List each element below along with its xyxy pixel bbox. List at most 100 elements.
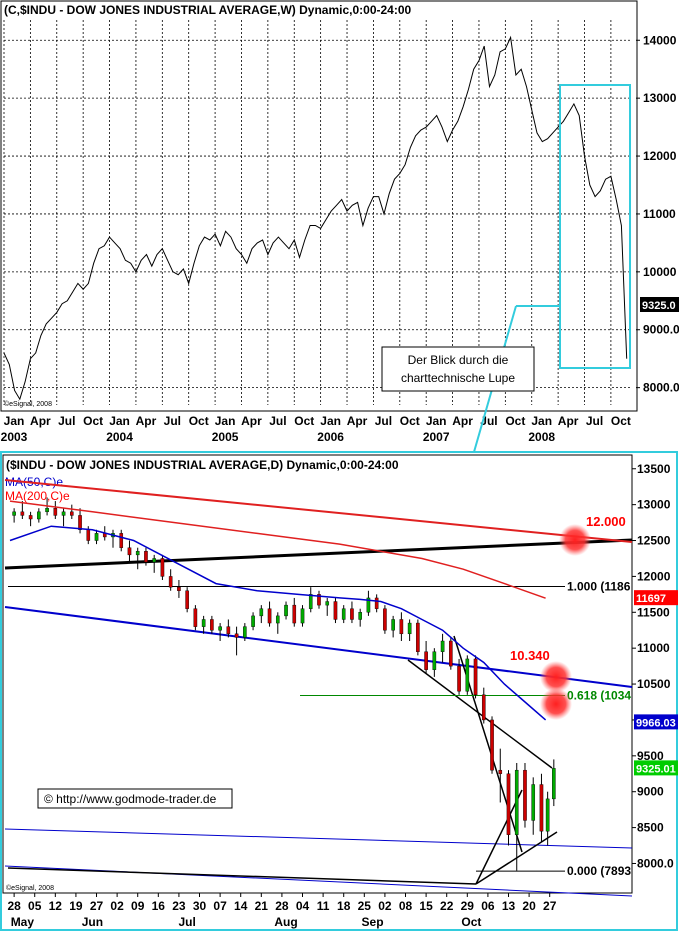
- weekly-month-label: Jul: [164, 414, 181, 428]
- daily-y-tick-label: 8500: [637, 821, 664, 835]
- candle-body: [440, 640, 445, 652]
- annotation-12000: 12.000: [586, 514, 626, 529]
- candle-body: [457, 665, 461, 692]
- daily-day-label: 27: [543, 899, 557, 913]
- daily-y-tick-label: 9000: [637, 785, 664, 799]
- candle-body: [473, 658, 478, 696]
- fib-level-label: 0.000 (7893: [567, 864, 631, 878]
- candle-body: [545, 798, 550, 832]
- weekly-last-value-label: 9325.0: [642, 300, 676, 312]
- daily-day-label: 14: [234, 899, 248, 913]
- candle-body: [218, 626, 222, 631]
- candle-body: [391, 619, 395, 631]
- weekly-month-label: Apr: [136, 414, 157, 428]
- candle-body: [61, 511, 66, 516]
- candle-body: [531, 784, 536, 821]
- candle-body: [523, 769, 527, 821]
- daily-x-axis: 28 05 12 19 27 02 09 16 23 30 07 14 21 28 04 11 18 25 02 08…: [7, 893, 557, 929]
- candle-body: [127, 547, 132, 556]
- candle-body: [45, 508, 49, 513]
- weekly-month-label: Jan: [320, 414, 341, 428]
- candle-body: [449, 640, 453, 667]
- weekly-year-label: 2003: [1, 430, 28, 444]
- daily-day-label: 25: [358, 899, 372, 913]
- callout-line-2: charttechnische Lupe: [401, 371, 515, 385]
- candle-body: [416, 622, 420, 652]
- price-tag-box: [634, 760, 678, 776]
- weekly-month-label: Jul: [269, 414, 286, 428]
- callout-box: [381, 346, 535, 392]
- price-tag-label: 9966.03: [636, 717, 676, 729]
- daily-chart: ($INDU - DOW JONES INDUSTRIAL AVERAGE,D)…: [0, 451, 678, 931]
- weekly-month-label: Jul: [375, 414, 392, 428]
- daily-y-tick-label: 9500: [637, 749, 664, 763]
- candle-body: [201, 619, 206, 627]
- weekly-month-label: Jul: [586, 414, 603, 428]
- candle-body: [193, 608, 198, 627]
- daily-outer-frame: [0, 451, 678, 931]
- candle-body: [78, 515, 82, 530]
- ma50-line: [9, 525, 547, 721]
- candle-body: [383, 608, 387, 631]
- weekly-month-label: Jan: [426, 414, 447, 428]
- fib-level-label: 1.000 (1186: [567, 579, 631, 593]
- candle-body: [284, 604, 288, 617]
- candle-body: [251, 615, 255, 627]
- weekly-month-label: Apr: [558, 414, 579, 428]
- weekly-month-label: Oct: [83, 414, 103, 428]
- target-marker-12000: [559, 524, 591, 556]
- weekly-chart: (C,$INDU - DOW JONES INDUSTRIAL AVERAGE,…: [0, 0, 679, 444]
- candle-body: [168, 576, 173, 588]
- weekly-y-tick-label: 12000: [643, 149, 677, 163]
- candle-body: [481, 694, 486, 721]
- weekly-month-label: Oct: [611, 414, 631, 428]
- weekly-watermark: ©eSignal, 2008: [4, 400, 52, 408]
- weekly-y-axis: 14000 13000 12000 11000 10000 9000.0 8000.0: [636, 33, 679, 395]
- weekly-month-label: Oct: [294, 414, 314, 428]
- candle-body: [490, 719, 494, 771]
- candle-body: [37, 511, 41, 520]
- weekly-year-label: 2008: [528, 430, 555, 444]
- weekly-last-value-tag: [640, 297, 679, 312]
- daily-y-tick-label: 10500: [637, 677, 671, 691]
- daily-y-axis: 1350013000125001200011500110001050010000…: [632, 462, 674, 870]
- callout-line-1: Der Blick durch die: [408, 353, 509, 367]
- weekly-year-label: 2004: [106, 430, 133, 444]
- candle-body: [399, 619, 404, 635]
- candle-body: [234, 633, 239, 638]
- candle-body: [119, 533, 124, 548]
- candle-body: [259, 608, 264, 617]
- daily-month-label: Aug: [274, 915, 297, 929]
- candle-body: [552, 768, 556, 800]
- daily-watermark: ©eSignal, 2008: [6, 884, 54, 892]
- trendlines: [4, 479, 633, 897]
- candle-body: [267, 608, 272, 624]
- candle-body: [275, 615, 280, 624]
- daily-day-label: 23: [172, 899, 186, 913]
- weekly-month-label: Oct: [505, 414, 525, 428]
- candle-body: [300, 608, 305, 624]
- target-marker-10340: [540, 661, 572, 693]
- daily-month-label: Jun: [82, 915, 103, 929]
- candle-body: [20, 511, 25, 516]
- weekly-price-line: [3, 35, 628, 401]
- zoom-highlight-box: [559, 84, 631, 369]
- candle-body: [498, 769, 503, 774]
- daily-day-label: 02: [110, 899, 124, 913]
- daily-y-tick-label: 12500: [637, 534, 671, 548]
- candle-body: [144, 551, 148, 563]
- candle-body: [424, 651, 428, 670]
- daily-y-tick-label: 12000: [637, 569, 671, 583]
- candle-body: [12, 511, 16, 516]
- candle-body: [432, 651, 437, 670]
- price-tag-box: [634, 590, 678, 606]
- candle-body: [366, 597, 371, 613]
- price-tag-label: 11697: [636, 593, 666, 605]
- candle-body: [177, 586, 181, 591]
- candle-body: [135, 551, 140, 556]
- candle-body: [374, 597, 379, 609]
- candle-body: [53, 508, 58, 516]
- daily-month-label: Sep: [362, 915, 384, 929]
- weekly-month-label: Apr: [30, 414, 51, 428]
